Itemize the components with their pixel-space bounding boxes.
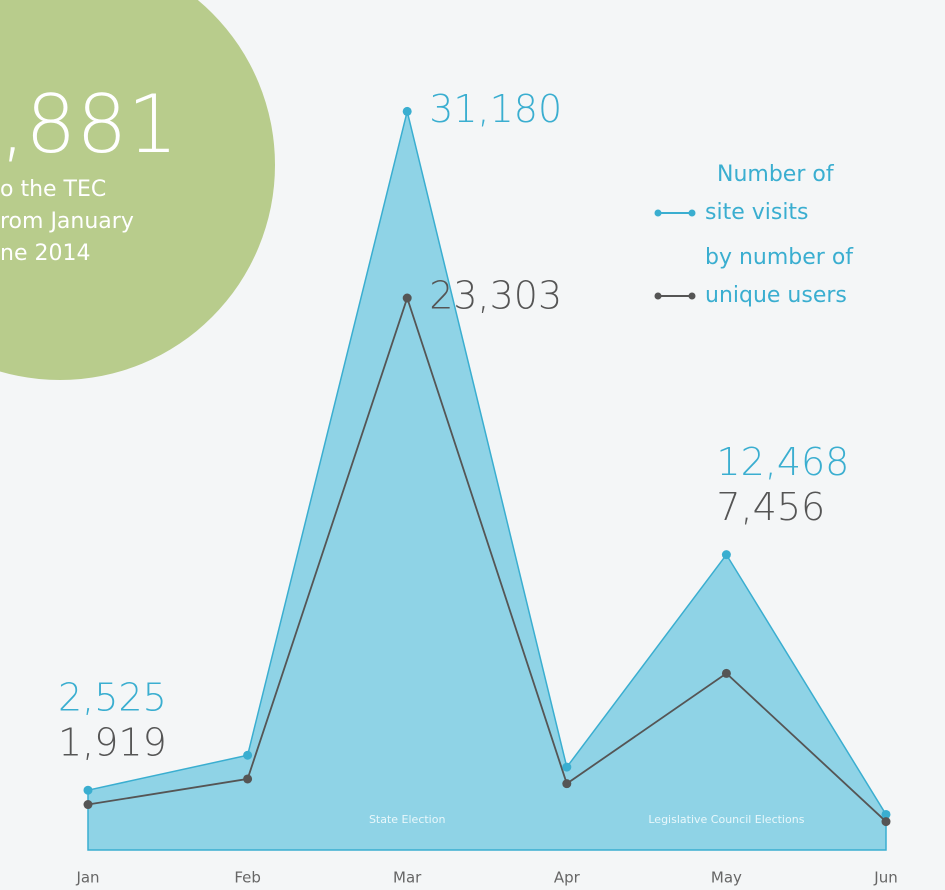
legend-dot (688, 209, 696, 217)
annotation: Legislative Council Elections (648, 813, 804, 826)
point (881, 817, 891, 827)
legend-label: unique users (705, 283, 847, 308)
legend-dot (654, 292, 662, 300)
point (402, 293, 412, 303)
x-tick-label: Mar (393, 869, 422, 887)
x-tick-label: Apr (554, 869, 581, 887)
point (562, 762, 572, 772)
point (721, 668, 731, 678)
legend-dot (654, 209, 662, 217)
legend-label: Number of (717, 162, 835, 187)
x-tick-label: Jun (873, 869, 897, 887)
legend-label: site visits (705, 200, 809, 225)
circle-line: ne 2014 (0, 241, 90, 266)
x-tick-label: Feb (234, 869, 261, 887)
summary-circle (0, 0, 275, 380)
data-label: 12,468 (716, 440, 849, 484)
point (83, 800, 93, 810)
point (243, 774, 253, 784)
users-line (87, 295, 887, 823)
point (402, 106, 412, 116)
data-label: 7,456 (716, 485, 825, 529)
point (881, 809, 891, 819)
circle-number: ,881 (0, 78, 178, 171)
point (721, 550, 731, 560)
point (243, 750, 253, 760)
annotation: State Election (369, 813, 446, 826)
legend-label: by number of (705, 245, 854, 270)
point (83, 785, 93, 795)
data-label: 2,525 (58, 676, 167, 720)
x-tick-label: Jan (75, 869, 99, 887)
data-label: 23,303 (429, 274, 562, 318)
circle-line: rom January (0, 209, 134, 234)
circle-line: o the TEC (0, 177, 106, 202)
data-label: 31,180 (429, 87, 562, 131)
legend-dot (688, 292, 696, 300)
data-label: 1,919 (58, 721, 167, 765)
x-tick-label: May (711, 869, 742, 887)
point (562, 779, 572, 789)
